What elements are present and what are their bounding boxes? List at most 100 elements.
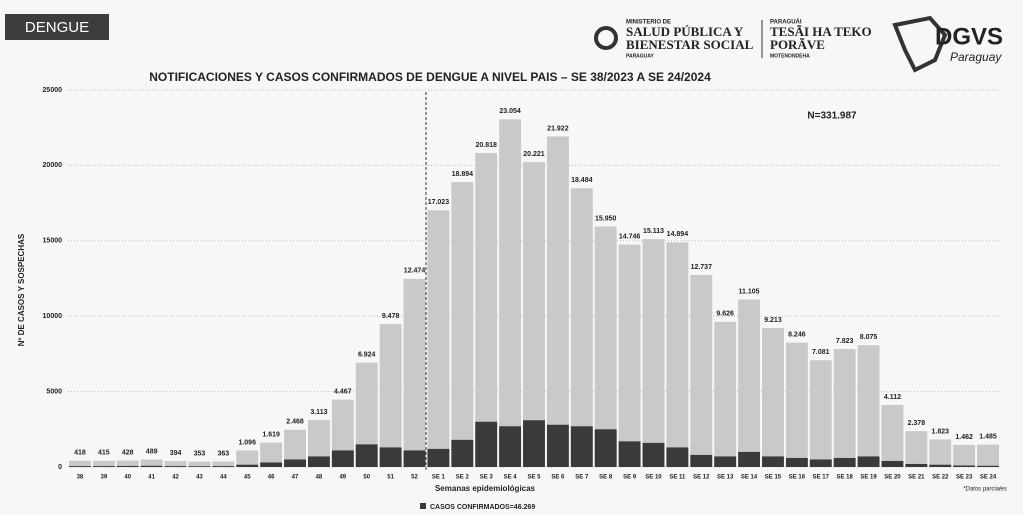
x-tick-label: SE 23 — [956, 475, 973, 481]
bar — [116, 460, 139, 467]
value-label: 11.105 — [739, 288, 760, 295]
bar — [738, 299, 761, 467]
bar — [140, 459, 163, 467]
bar — [188, 466, 211, 467]
value-label: 20.818 — [475, 142, 497, 149]
value-label: 23.054 — [499, 108, 521, 115]
y-tick-label: 25000 — [43, 87, 63, 94]
bar — [809, 459, 832, 467]
y-tick-label: 10000 — [43, 313, 63, 320]
x-tick-label: SE 9 — [623, 475, 637, 481]
bar — [260, 462, 283, 467]
bar — [212, 466, 235, 467]
value-label: 12.474 — [404, 268, 426, 275]
x-tick-label: 42 — [172, 475, 179, 481]
bar — [570, 426, 593, 467]
bar — [355, 444, 378, 467]
bar — [570, 188, 593, 467]
bar — [92, 466, 115, 467]
bar — [116, 465, 139, 467]
bar — [785, 457, 808, 467]
value-label: 8.246 — [788, 331, 806, 338]
bar — [977, 444, 999, 467]
value-label: 14.746 — [619, 233, 641, 240]
bar — [905, 463, 928, 467]
y-tick-label: 0 — [58, 464, 62, 471]
x-tick-label: SE 17 — [813, 475, 830, 481]
value-label: 21.922 — [547, 125, 569, 132]
x-tick-label: 47 — [292, 475, 299, 481]
bar — [642, 442, 665, 467]
bar — [714, 321, 737, 467]
bar — [546, 424, 569, 467]
logo-text: Paraguay — [950, 50, 1002, 64]
section-box — [5, 14, 109, 40]
x-tick-label: SE 15 — [765, 475, 782, 481]
footnote: *Datos parciales — [963, 487, 1007, 493]
x-tick-label: SE 14 — [741, 475, 758, 481]
bar — [857, 456, 880, 467]
bar — [260, 442, 283, 467]
bar — [236, 450, 259, 467]
x-tick-label: SE 2 — [456, 475, 470, 481]
partner-text: PARAGUÁI — [770, 19, 802, 26]
partner-text: TESÃI HA TEKO — [770, 24, 872, 39]
bar — [92, 460, 115, 467]
x-tick-label: 50 — [363, 475, 370, 481]
legend-swatch — [420, 503, 426, 509]
x-tick-label: SE 18 — [836, 475, 853, 481]
bar — [284, 429, 306, 467]
value-label: 2.468 — [286, 419, 304, 426]
value-label: 428 — [122, 449, 134, 456]
value-label: 1.096 — [238, 439, 256, 446]
bar — [499, 119, 522, 468]
bar — [188, 461, 211, 467]
x-tick-label: SE 22 — [932, 475, 949, 481]
x-tick-label: 39 — [101, 475, 108, 481]
value-label: 2.378 — [908, 420, 926, 427]
y-tick-label: 15000 — [43, 238, 63, 245]
value-label: 18.484 — [571, 177, 593, 184]
x-tick-label: 45 — [244, 475, 251, 481]
bar — [69, 466, 91, 467]
value-label: 15.950 — [595, 215, 617, 222]
logo-shape — [892, 15, 948, 73]
x-tick-label: SE 3 — [480, 475, 494, 481]
bar — [523, 162, 545, 467]
legend-label: CASOS CONFIRMADOS=46.269 — [430, 504, 535, 511]
bar — [212, 461, 235, 467]
x-tick-label: 49 — [339, 475, 346, 481]
x-tick-label: SE 8 — [599, 475, 613, 481]
section: DENGUE — [25, 19, 89, 36]
x-tick-label: SE 13 — [717, 475, 734, 481]
value-label: 8.075 — [860, 334, 878, 341]
value-label: 9.478 — [382, 313, 400, 320]
logo-text: DGVS — [935, 23, 1003, 50]
bar — [307, 456, 330, 467]
bar — [762, 456, 784, 467]
bar — [236, 464, 259, 467]
ministry-text: PARAGUAY — [626, 53, 654, 59]
x-tick-label: SE 21 — [908, 475, 925, 481]
x-tick-label: SE 6 — [551, 475, 565, 481]
bar — [164, 466, 187, 467]
value-label: 9.626 — [716, 311, 734, 318]
x-tick-label: 46 — [268, 475, 275, 481]
ministry-text: MINISTERIO DE — [626, 20, 671, 26]
x-tick-label: 48 — [316, 475, 323, 481]
bar — [857, 345, 880, 467]
bar — [546, 136, 569, 467]
x-tick-label: SE 7 — [575, 475, 589, 481]
bar — [164, 461, 187, 467]
bar — [451, 439, 474, 467]
bar — [714, 456, 737, 467]
bar — [307, 420, 330, 467]
bar — [331, 450, 354, 467]
bar — [403, 278, 426, 467]
value-label: 9.213 — [764, 317, 782, 324]
bar — [833, 457, 856, 467]
value-label: 415 — [98, 450, 110, 457]
x-tick-label: 38 — [77, 475, 84, 481]
bar — [833, 349, 856, 467]
